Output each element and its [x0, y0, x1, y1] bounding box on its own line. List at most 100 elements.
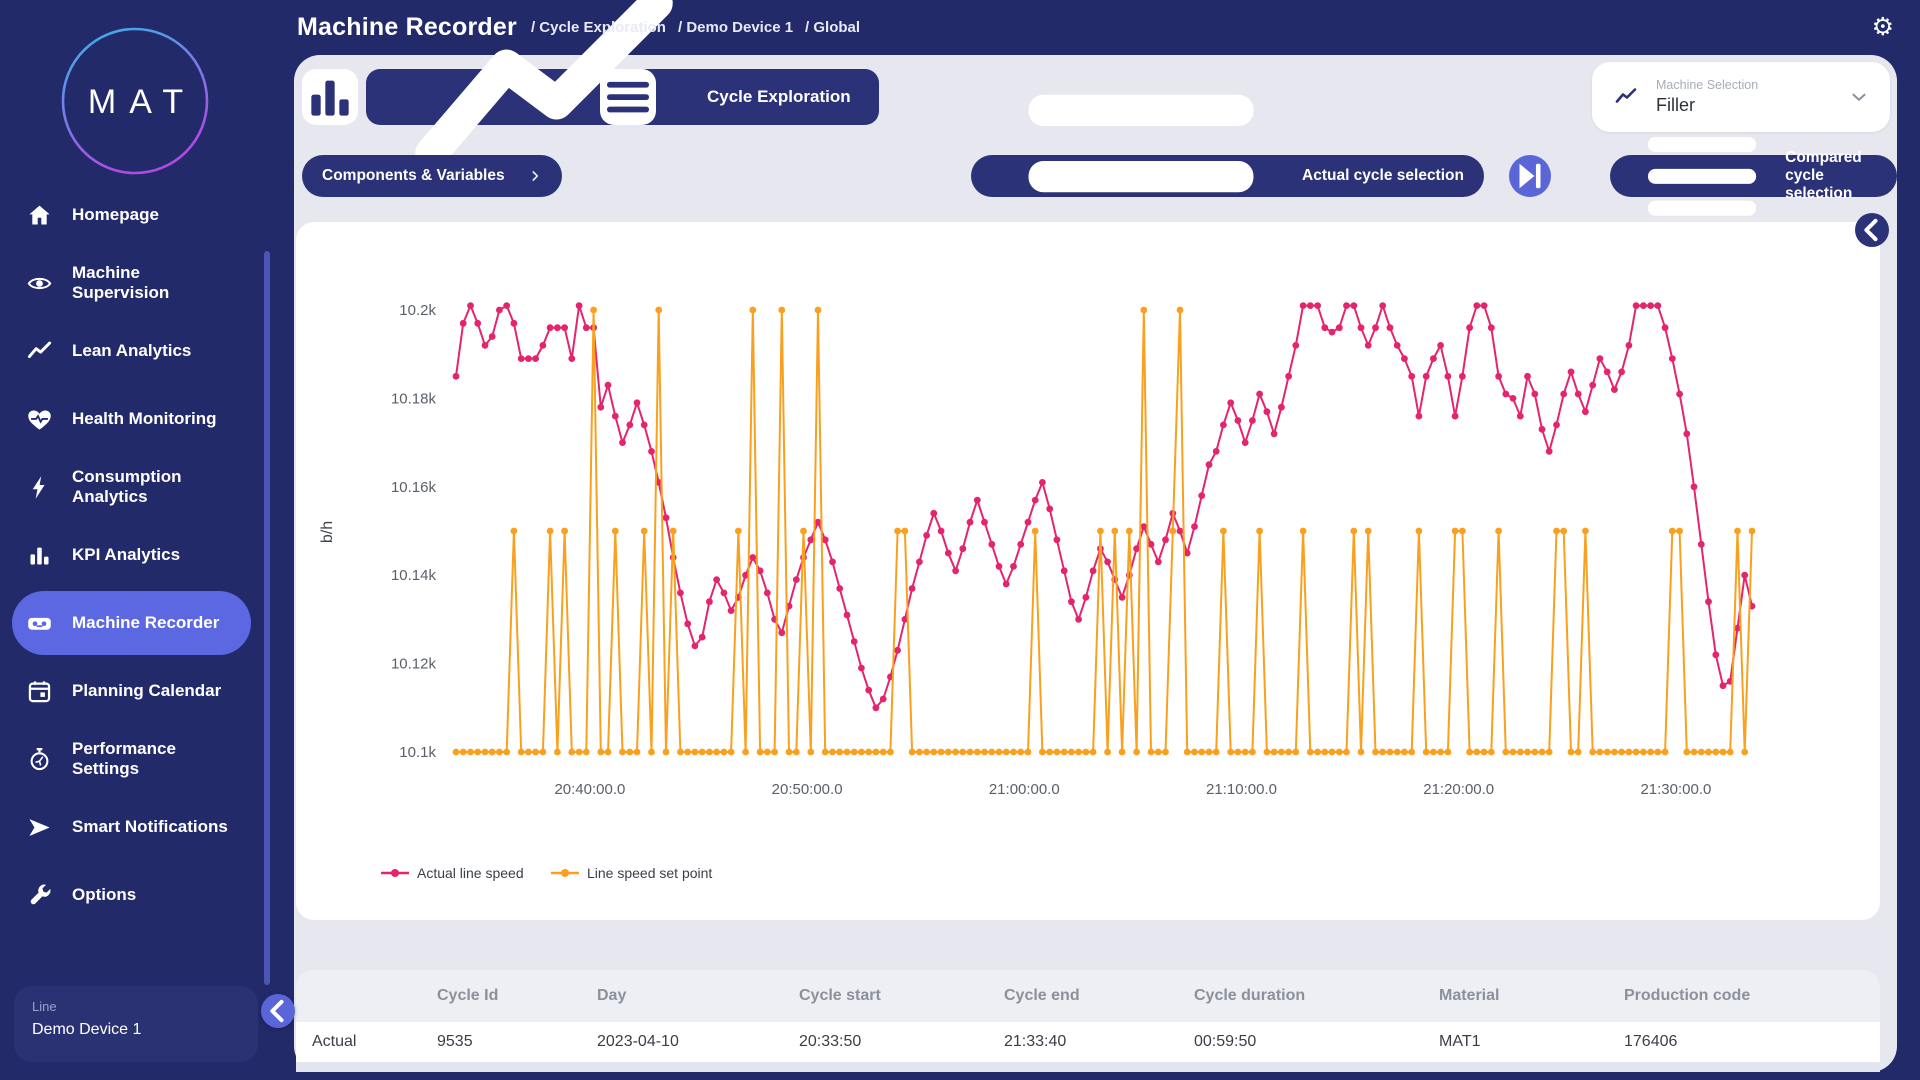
table-column-header: Cycle start [799, 987, 1004, 1005]
eye-icon [26, 270, 53, 297]
svg-text:20:50:00.0: 20:50:00.0 [772, 781, 843, 798]
hamburger-icon [600, 69, 656, 125]
table-cell: 176406 [1624, 1033, 1880, 1051]
svg-text:b/h: b/h [319, 521, 336, 543]
chart-panel-collapse-button[interactable] [1855, 213, 1889, 247]
next-cycle-button[interactable] [1509, 155, 1551, 197]
sidebar-item-homepage[interactable]: Homepage [12, 183, 251, 247]
skip-next-icon [1509, 155, 1551, 197]
svg-text:21:10:00.0: 21:10:00.0 [1206, 781, 1277, 798]
sidebar-item-planning-calendar[interactable]: Planning Calendar [12, 659, 251, 723]
gear-icon[interactable]: ⚙ [1872, 12, 1894, 41]
sidebar-item-options[interactable]: Options [12, 863, 251, 927]
components-variables-label: Components & Variables [322, 167, 505, 185]
table-row[interactable]: Actual95352023-04-1020:33:5021:33:4000:5… [296, 1022, 1880, 1062]
table-column-header: Cycle Id [437, 987, 597, 1005]
machine-selection-label: Machine Selection [1656, 78, 1848, 92]
sidebar-item-label: KPI Analytics [72, 545, 180, 565]
svg-text:Actual line speed: Actual line speed [417, 865, 524, 881]
sidebar-nav: Homepage Machine Supervision Lean Analyt… [0, 179, 265, 931]
line-selector-value: Demo Device 1 [32, 1021, 258, 1039]
top-bar: Machine Recorder / Cycle Exploration / De… [297, 0, 860, 55]
compared-cycle-selection-button[interactable]: Compared cycle selection [1610, 155, 1897, 197]
sidebar-item-label: Consumption Analytics [72, 467, 230, 508]
table-cell: 2023-04-10 [597, 1033, 799, 1051]
sidebar-item-label: Homepage [72, 205, 159, 225]
sidebar-item-label: Planning Calendar [72, 681, 221, 701]
mat-logo: MAT [58, 24, 213, 179]
svg-text:10.16k: 10.16k [391, 479, 437, 496]
svg-text:20:40:00.0: 20:40:00.0 [554, 781, 625, 798]
table-cell: MAT1 [1439, 1033, 1624, 1051]
calendar-icon [26, 678, 53, 705]
breadcrumb: / Cycle Exploration / Demo Device 1 / Glob… [531, 19, 860, 36]
recorder-icon [26, 610, 53, 637]
heart-icon [26, 406, 53, 433]
sidebar-item-machine-recorder[interactable]: Machine Recorder [12, 591, 251, 655]
send-icon [26, 814, 53, 841]
content-panel: Cycle Exploration Machine Selection Fill… [294, 55, 1897, 1072]
svg-text:21:30:00.0: 21:30:00.0 [1640, 781, 1711, 798]
bolt-icon [26, 474, 53, 501]
sidebar-item-performance-settings[interactable]: Performance Settings [12, 727, 251, 791]
bars-icon [26, 542, 53, 569]
breadcrumb-item[interactable]: / Cycle Exploration [531, 19, 666, 36]
components-variables-button[interactable]: Components & Variables [302, 155, 562, 197]
page-title: Machine Recorder [297, 13, 517, 42]
table-cell: 21:33:40 [1004, 1033, 1194, 1051]
table-row-label: Actual [312, 1033, 437, 1051]
stopwatch-icon [26, 746, 53, 773]
bar-chart-view-button[interactable] [302, 69, 358, 125]
breadcrumb-item[interactable]: / Demo Device 1 [678, 19, 793, 36]
actual-cycle-selection-label: Actual cycle selection [1302, 167, 1464, 185]
table-column-header: Cycle duration [1194, 987, 1439, 1005]
home-icon [26, 202, 53, 229]
cycle-summary-table: Cycle IdDayCycle startCycle endCycle dur… [296, 970, 1880, 1072]
menu-view-button[interactable] [600, 69, 656, 125]
bar-chart-icon [302, 69, 358, 125]
sidebar-item-label: Machine Recorder [72, 613, 219, 633]
actual-cycle-selection-button[interactable]: Actual cycle selection [971, 155, 1484, 197]
sidebar-item-label: Performance Settings [72, 739, 230, 780]
table-header-row: Cycle IdDayCycle startCycle endCycle dur… [296, 970, 1880, 1022]
table-cell: 20:33:50 [799, 1033, 1004, 1051]
sidebar-item-label: Lean Analytics [72, 341, 191, 361]
cycle-exploration-label: Cycle Exploration [707, 87, 851, 107]
sidebar-item-label: Smart Notifications [72, 817, 228, 837]
sidebar-item-consumption-analytics[interactable]: Consumption Analytics [12, 455, 251, 519]
sidebar-item-lean-analytics[interactable]: Lean Analytics [12, 319, 251, 383]
sidebar: MAT Homepage Machine Supervision Lean An… [0, 0, 294, 1080]
trend-icon [26, 338, 53, 365]
sidebar-collapse-button[interactable] [261, 994, 295, 1028]
svg-text:10.14k: 10.14k [391, 567, 437, 584]
sidebar-item-health-monitoring[interactable]: Health Monitoring [12, 387, 251, 451]
sidebar-item-smart-notifications[interactable]: Smart Notifications [12, 795, 251, 859]
svg-text:21:00:00.0: 21:00:00.0 [989, 781, 1060, 798]
breadcrumb-item[interactable]: / Global [805, 19, 860, 36]
chevron-left-icon [261, 994, 295, 1028]
svg-text:10.2k: 10.2k [399, 302, 436, 319]
chevron-left-icon [1855, 213, 1889, 247]
line-selector-label: Line [32, 999, 258, 1014]
chevron-down-icon [1848, 86, 1870, 108]
svg-text:10.1k: 10.1k [399, 744, 436, 761]
sidebar-item-label: Health Monitoring [72, 409, 216, 429]
table-column-header: Production code [1624, 987, 1880, 1005]
sidebar-item-machine-supervision[interactable]: Machine Supervision [12, 251, 251, 315]
sidebar-scrollbar[interactable] [264, 251, 270, 985]
sidebar-item-label: Options [72, 885, 136, 905]
line-selector[interactable]: Line Demo Device 1 [14, 986, 258, 1062]
table-row-compared-partial [296, 1062, 1880, 1072]
svg-text:10.18k: 10.18k [391, 390, 437, 407]
line-speed-chart-card: 10.2k10.18k10.16k10.14k10.12k10.1kb/h20:… [296, 222, 1880, 920]
sidebar-item-kpi-analytics[interactable]: KPI Analytics [12, 523, 251, 587]
svg-text:21:20:00.0: 21:20:00.0 [1423, 781, 1494, 798]
table-column-header: Cycle end [1004, 987, 1194, 1005]
wrench-icon [26, 882, 53, 909]
compared-cycle-selection-label: Compared cycle selection [1785, 149, 1877, 203]
table-column-header: Material [1439, 987, 1624, 1005]
logo-text: MAT [88, 83, 196, 121]
line-speed-chart[interactable]: 10.2k10.18k10.16k10.14k10.12k10.1kb/h20:… [296, 222, 1880, 920]
table-column-header: Day [597, 987, 799, 1005]
table-cell: 00:59:50 [1194, 1033, 1439, 1051]
